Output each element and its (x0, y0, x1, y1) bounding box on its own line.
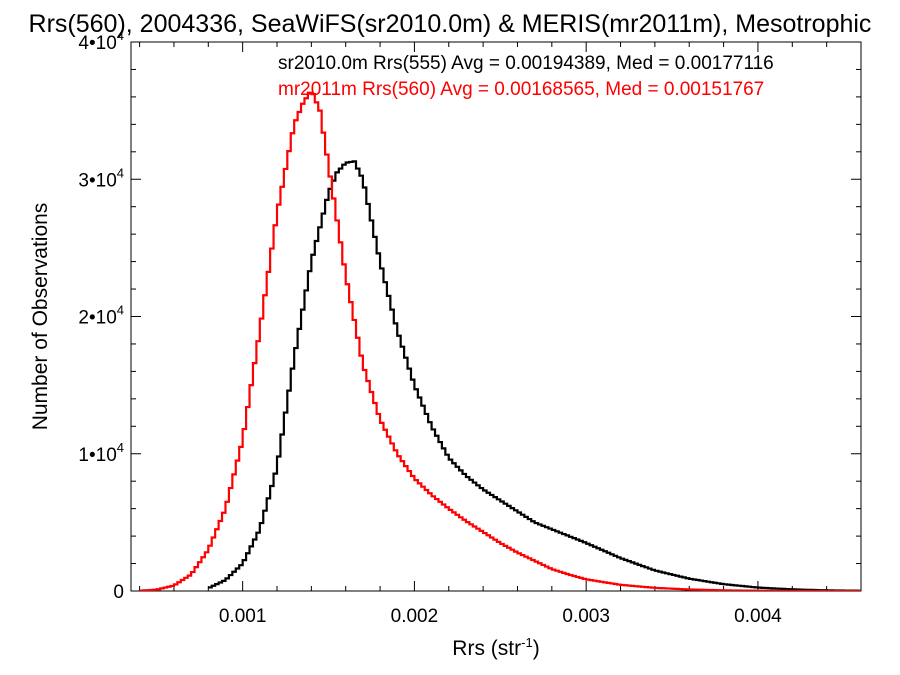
series-line-2 (139, 91, 861, 591)
x-tick-label: 0.004 (734, 606, 782, 627)
y-tick-label: 1•104 (78, 440, 124, 466)
y-tick-label: 3•104 (78, 165, 124, 191)
y-tick-label: 0 (113, 582, 124, 603)
x-tick-label: 0.001 (219, 606, 267, 627)
y-tick-label-exponent: 4 (117, 440, 124, 455)
legend-entry-1: sr2010.0m Rrs(555) Avg = 0.00194389, Med… (278, 53, 774, 74)
x-axis-label-text: Rrs (str (452, 637, 521, 660)
x-tick-label: 0.002 (391, 606, 439, 627)
axis-ticks: 0.001 0.002 0.003 0.00401•1042•1043•1044•10… (78, 28, 862, 627)
series-layer (139, 91, 861, 591)
y-tick-label-exponent: 4 (117, 28, 124, 43)
y-tick-label: 2•104 (78, 303, 124, 329)
x-axis-label-exponent: -1 (521, 635, 533, 650)
x-axis-label: Rrs (str-1) (452, 635, 539, 660)
y-tick-label-base: 1•10 (78, 445, 116, 466)
y-tick-label-base: 3•10 (78, 170, 116, 191)
y-tick-label-exponent: 4 (117, 303, 124, 318)
y-tick-label-base: 2•10 (78, 308, 116, 329)
series-line-1 (208, 160, 861, 591)
chart-title: Rrs(560), 2004336, SeaWiFS(sr2010.0m) & … (29, 10, 872, 38)
legend-entry-2: mr2011m Rrs(560) Avg = 0.00168565, Med =… (278, 79, 764, 100)
y-tick-label-base: 4•10 (78, 33, 116, 54)
y-tick-label: 4•104 (78, 28, 124, 54)
legend: sr2010.0m Rrs(555) Avg = 0.00194389, Med… (278, 53, 774, 100)
y-tick-label-exponent: 4 (117, 165, 124, 180)
x-tick-label: 0.003 (562, 606, 610, 627)
x-axis-label-close: ) (533, 637, 540, 660)
y-axis-label: Number of Observations (29, 203, 52, 431)
plot-frame (130, 41, 862, 592)
